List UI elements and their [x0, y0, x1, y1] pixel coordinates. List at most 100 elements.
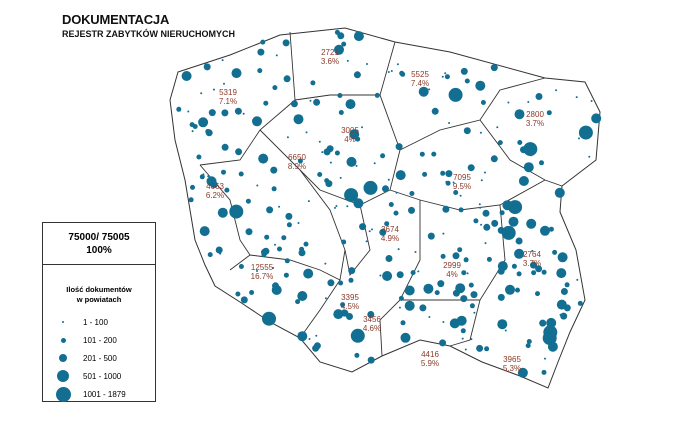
district-dot	[324, 262, 327, 265]
district-dot	[270, 166, 278, 174]
district-dot	[397, 248, 400, 251]
district-dot	[539, 319, 547, 327]
region-count: 4663	[206, 182, 224, 191]
district-dot	[238, 171, 244, 177]
district-dot	[252, 116, 262, 127]
district-dot	[368, 230, 371, 233]
district-dot	[514, 248, 525, 259]
district-dot	[199, 226, 210, 237]
district-dot	[346, 59, 349, 62]
region-count: 2800	[526, 110, 544, 119]
district-dot	[355, 136, 361, 142]
district-dot	[205, 129, 213, 137]
district-dot	[181, 71, 192, 81]
region-count: 2999	[443, 261, 461, 270]
district-dot	[348, 277, 354, 283]
district-dot	[546, 110, 552, 116]
district-dot	[531, 249, 534, 252]
district-dot	[353, 198, 364, 209]
district-dot	[325, 180, 333, 188]
district-dot	[297, 291, 308, 301]
district-dot	[212, 88, 215, 91]
district-dot	[497, 261, 508, 272]
district-dot	[464, 78, 470, 84]
district-dot	[525, 343, 531, 349]
district-dot	[576, 278, 579, 281]
district-dot	[337, 93, 343, 98]
region-count: 4416	[421, 350, 439, 359]
district-dot	[297, 158, 303, 164]
district-dot	[469, 303, 475, 309]
district-dot	[308, 338, 311, 340]
district-dot	[514, 109, 525, 120]
district-dot	[541, 319, 544, 322]
district-dot	[257, 68, 263, 74]
map-title: DOKUMENTACJA	[62, 12, 170, 27]
district-dot	[272, 282, 279, 290]
legend-label: 1 - 100	[83, 317, 108, 327]
district-dot	[310, 80, 316, 86]
district-dot	[295, 299, 301, 305]
district-dot	[419, 151, 425, 157]
district-dot	[557, 252, 568, 263]
district-dot	[526, 218, 537, 229]
district-dot	[409, 191, 415, 196]
region-percent: 16.7%	[251, 272, 274, 281]
district-dot	[286, 136, 289, 139]
district-dot	[309, 99, 312, 102]
district-dot	[290, 100, 298, 108]
district-dot	[333, 309, 344, 320]
district-dot	[354, 352, 360, 358]
district-dot	[327, 279, 335, 287]
district-dot	[458, 207, 464, 213]
legend-label: 501 - 1000	[83, 371, 122, 381]
district-dot	[374, 92, 380, 98]
district-dot	[484, 346, 490, 352]
district-dot	[539, 160, 544, 166]
district-dot	[390, 70, 393, 72]
region-count: 3005	[341, 126, 359, 135]
district-dot	[448, 122, 451, 124]
district-dot	[384, 221, 390, 227]
district-dot	[361, 126, 363, 129]
district-dot	[546, 317, 557, 328]
district-dot	[379, 228, 387, 236]
legend-label: 101 - 200	[83, 335, 117, 345]
district-dot	[541, 269, 547, 275]
district-dot	[588, 155, 591, 158]
district-dot	[478, 203, 481, 206]
district-dot	[232, 210, 240, 218]
district-dot	[284, 258, 290, 264]
district-dot	[507, 101, 510, 104]
district-dot	[260, 39, 266, 45]
district-dot	[341, 41, 347, 47]
district-dot	[399, 70, 405, 76]
district-dot	[461, 270, 467, 276]
district-dot	[277, 246, 282, 252]
legend-heading-line1: Ilość dokumentów	[66, 285, 132, 294]
district-dot	[221, 59, 224, 62]
district-dot	[554, 187, 565, 198]
region-percent: 6.2%	[206, 191, 224, 200]
district-dot	[203, 63, 211, 71]
district-dot	[187, 110, 190, 113]
district-dot	[334, 150, 340, 156]
district-dot	[414, 251, 417, 253]
district-dot	[523, 142, 538, 157]
district-dot	[496, 126, 499, 129]
district-dot	[208, 109, 216, 117]
district-dot	[590, 100, 593, 102]
district-dot	[396, 271, 404, 279]
district-dot	[396, 63, 399, 66]
district-dot	[261, 248, 268, 256]
district-dot	[428, 88, 431, 91]
district-dot	[346, 313, 353, 320]
district-dot	[348, 267, 356, 275]
district-dot	[388, 202, 394, 207]
district-dot	[281, 235, 287, 241]
region-percent: 4.6%	[363, 324, 381, 333]
